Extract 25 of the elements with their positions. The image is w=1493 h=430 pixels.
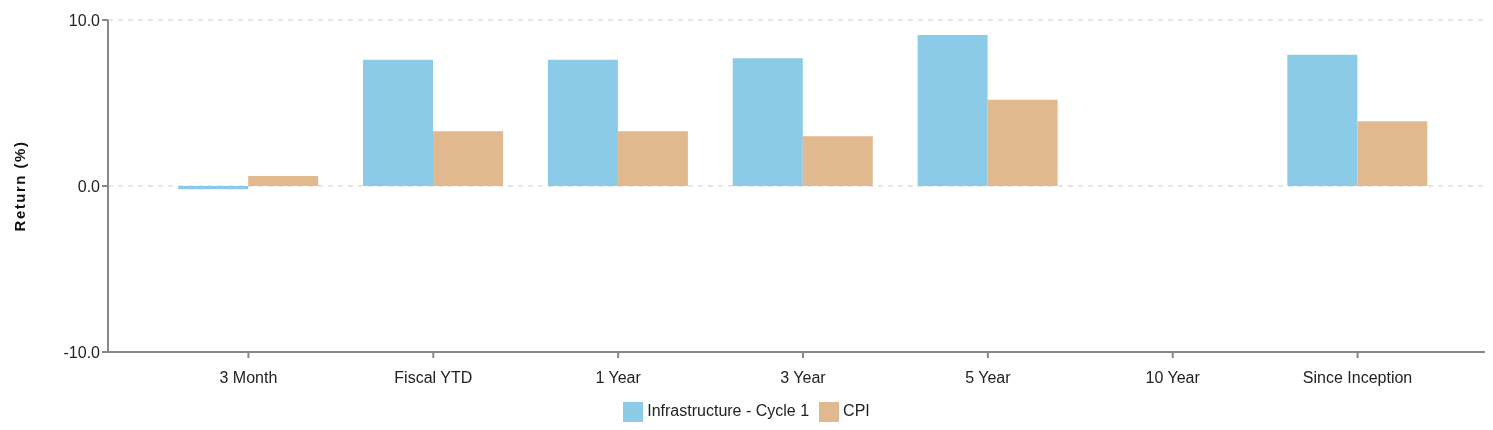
bar: [433, 131, 504, 186]
y-tick-label: 0.0: [77, 177, 101, 195]
bar: [917, 34, 988, 186]
x-tick-label: Since Inception: [1302, 369, 1413, 387]
legend-label: CPI: [843, 402, 870, 420]
x-tick-label: 3 Year: [780, 369, 827, 387]
bar: [802, 136, 873, 186]
y-axis-title: Return (%): [11, 140, 29, 232]
x-tick-label: 10 Year: [1145, 369, 1201, 387]
x-tick-label: 1 Year: [595, 369, 642, 387]
y-tick-label: -10.0: [63, 343, 101, 361]
bar: [987, 99, 1058, 186]
y-tick-label: 10.0: [68, 11, 101, 29]
bar: [363, 59, 434, 186]
bar: [732, 58, 803, 186]
legend-label: Infrastructure - Cycle 1: [647, 402, 810, 420]
bar: [547, 59, 618, 186]
bar: [1357, 121, 1428, 186]
x-tick-label: 3 Month: [219, 369, 278, 387]
x-tick-label: Fiscal YTD: [394, 369, 473, 387]
x-tick-label: 5 Year: [965, 369, 1012, 387]
bar: [178, 186, 249, 190]
bar: [1287, 54, 1358, 186]
bar: [248, 176, 319, 186]
bar: [617, 131, 688, 186]
